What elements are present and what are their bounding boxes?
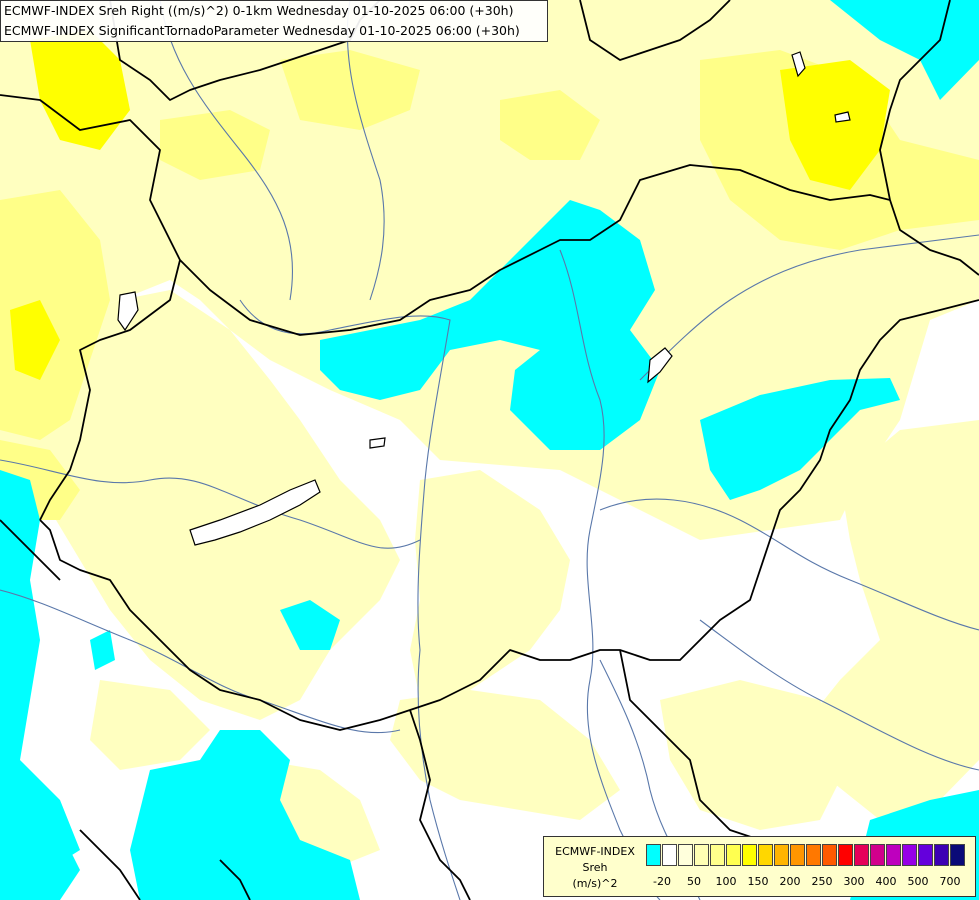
legend-swatch — [854, 844, 869, 866]
legend-name-line-2: Sreh — [582, 861, 608, 874]
legend-swatch — [870, 844, 885, 866]
map-title-box: ECMWF-INDEX Sreh Right ((m/s)^2) 0-1km W… — [0, 0, 548, 42]
legend-swatch — [774, 844, 789, 866]
legend-swatch — [918, 844, 933, 866]
legend-name-line-3: (m/s)^2 — [572, 877, 618, 890]
lakes — [117, 51, 851, 546]
legend-swatch — [678, 844, 693, 866]
title-line-stp: ECMWF-INDEX SignificantTornadoParameter … — [4, 23, 520, 38]
legend-swatch — [934, 844, 949, 866]
legend-swatch — [838, 844, 853, 866]
legend-name-line-1: ECMWF-INDEX — [555, 845, 635, 858]
legend-swatch — [902, 844, 917, 866]
legend-swatch — [710, 844, 725, 866]
sreh-bright-yellow-areas — [10, 30, 890, 380]
legend-swatch — [806, 844, 821, 866]
legend-swatch — [646, 844, 661, 866]
legend-swatch — [726, 844, 741, 866]
legend-swatch — [758, 844, 773, 866]
legend-tick-label: 700 — [939, 875, 961, 888]
legend-swatch — [742, 844, 757, 866]
color-legend: ECMWF-INDEX Sreh (m/s)^2 -20 50 100 150 200 2… — [543, 836, 976, 897]
legend-tick-label: 500 — [907, 875, 929, 888]
legend-swatch — [694, 844, 709, 866]
legend-swatch — [790, 844, 805, 866]
legend-tick-label: 200 — [779, 875, 801, 888]
legend-tick-label: 400 — [875, 875, 897, 888]
legend-tick-label: 50 — [687, 875, 701, 888]
legend-swatch — [662, 844, 677, 866]
legend-tick-label: 100 — [715, 875, 737, 888]
legend-tick-label: 150 — [747, 875, 769, 888]
legend-swatch — [822, 844, 837, 866]
legend-tick-label: 300 — [843, 875, 865, 888]
title-line-sreh: ECMWF-INDEX Sreh Right ((m/s)^2) 0-1km W… — [4, 3, 514, 18]
legend-tick-label: 250 — [811, 875, 833, 888]
legend-swatch — [950, 844, 965, 866]
legend-tick-label: -20 — [653, 875, 671, 888]
legend-swatch — [886, 844, 901, 866]
